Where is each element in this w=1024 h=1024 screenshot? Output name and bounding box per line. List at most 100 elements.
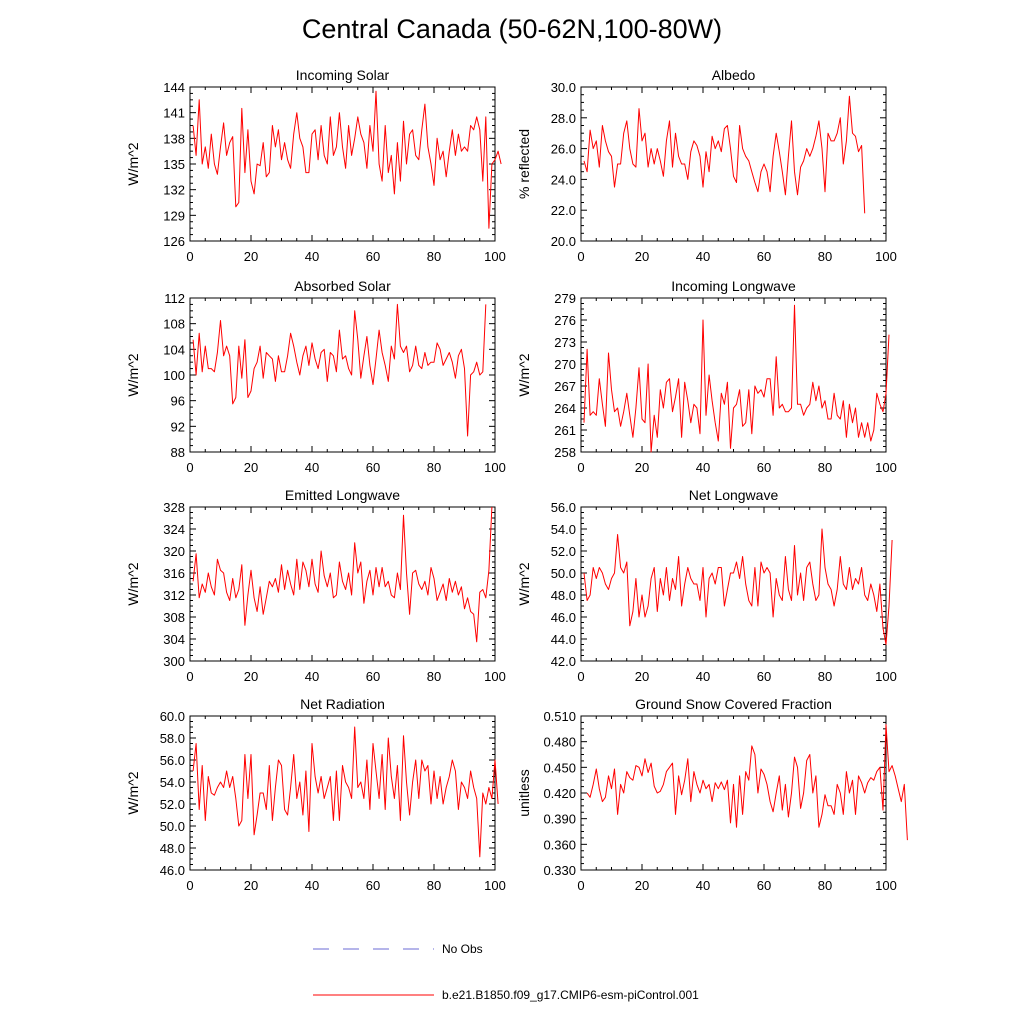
legend-label-obs: No Obs — [442, 942, 483, 956]
plot-frame — [580, 86, 887, 242]
x-tick-label: 20 — [635, 460, 649, 475]
y-tick-label: 316 — [163, 566, 185, 581]
y-tick-label: 0.390 — [543, 812, 576, 827]
y-tick-label: 0.360 — [543, 837, 576, 852]
panel-absorbed-solar: Absorbed Solar W/m^2 0 20 40 60 80 100 88 92 96 100… — [125, 278, 506, 475]
x-tick-label: 60 — [757, 878, 771, 893]
x-tick-label: 100 — [484, 669, 506, 684]
y-tick-label: 42.0 — [551, 654, 576, 669]
y-tick-label: 88 — [171, 445, 185, 460]
y-tick-label: 144 — [163, 80, 185, 95]
x-tick-label: 60 — [757, 669, 771, 684]
y-tick-label: 273 — [554, 335, 576, 350]
y-tick-label: 0.450 — [543, 760, 576, 775]
y-tick-label: 0.480 — [543, 735, 576, 750]
y-tick-label: 324 — [163, 522, 185, 537]
y-tick-label: 104 — [163, 342, 185, 357]
panel-title: Incoming Longwave — [671, 278, 796, 294]
plot-frame — [580, 297, 887, 453]
x-tick-label: 0 — [577, 669, 584, 684]
panel-title: Albedo — [712, 67, 756, 83]
x-tick-label: 0 — [577, 460, 584, 475]
x-tick-label: 80 — [427, 249, 441, 264]
figure-title: Central Canada (50-62N,100-80W) — [301, 14, 723, 44]
x-tick-label: 40 — [305, 249, 319, 264]
x-tick-label: 100 — [875, 878, 897, 893]
y-tick-label: 308 — [163, 610, 185, 625]
x-tick-label: 0 — [577, 249, 584, 264]
y-tick-label: 304 — [163, 632, 185, 647]
x-tick-label: 40 — [696, 669, 710, 684]
x-tick-label: 0 — [186, 249, 193, 264]
x-tick-label: 20 — [244, 460, 258, 475]
panel-title: Ground Snow Covered Fraction — [635, 696, 832, 712]
x-tick-label: 20 — [244, 669, 258, 684]
y-tick-label: 48.0 — [551, 588, 576, 603]
panel-albedo: Albedo % reflected 0 20 40 60 80 100 20.0 22.0 24.… — [516, 67, 897, 264]
y-tick-label: 138 — [163, 131, 185, 146]
series-line-incoming-solar — [192, 90, 502, 229]
panel-incoming-longwave: Incoming Longwave W/m^2 0 20 40 60 80 100 258 261… — [516, 278, 897, 475]
y-tick-label: 22.0 — [551, 203, 576, 218]
plot-frame — [580, 506, 887, 662]
plot-frame — [189, 297, 496, 453]
y-tick-label: 48.0 — [160, 841, 185, 856]
legend: No Obs b.e21.B1850.f09_g17.CMIP6-esm-piC… — [313, 942, 699, 1002]
y-tick-label: 24.0 — [551, 172, 576, 187]
y-tick-label: 108 — [163, 317, 185, 332]
y-tick-label: 100 — [163, 368, 185, 383]
panel-incoming-solar: Incoming Solar W/m^2 0 20 40 60 80 100 126 129 132… — [125, 67, 506, 264]
y-tick-label: 52.0 — [160, 797, 185, 812]
panel-title: Incoming Solar — [296, 67, 390, 83]
y-tick-label: 312 — [163, 588, 185, 603]
panel-group: Incoming Solar W/m^2 0 20 40 60 80 100 126 129 132… — [125, 67, 908, 893]
y-tick-label: 58.0 — [160, 731, 185, 746]
x-tick-label: 0 — [186, 460, 193, 475]
x-tick-label: 100 — [875, 669, 897, 684]
x-tick-label: 80 — [818, 460, 832, 475]
x-tick-label: 0 — [186, 669, 193, 684]
x-tick-label: 100 — [484, 878, 506, 893]
y-tick-label: 54.0 — [160, 775, 185, 790]
y-axis-label: % reflected — [516, 129, 532, 199]
y-tick-label: 56.0 — [160, 753, 185, 768]
plot-frame — [189, 86, 496, 242]
y-tick-label: 54.0 — [551, 522, 576, 537]
x-tick-label: 40 — [696, 460, 710, 475]
x-tick-label: 40 — [305, 878, 319, 893]
x-tick-label: 80 — [427, 878, 441, 893]
y-tick-label: 276 — [554, 313, 576, 328]
y-tick-label: 279 — [554, 291, 576, 306]
x-tick-label: 0 — [186, 878, 193, 893]
series-line-incoming-longwave — [583, 304, 890, 453]
series-line-net-longwave — [583, 528, 893, 645]
x-tick-label: 60 — [757, 249, 771, 264]
y-tick-label: 328 — [163, 500, 185, 515]
y-tick-label: 96 — [171, 394, 185, 409]
x-tick-label: 60 — [366, 249, 380, 264]
y-tick-label: 52.0 — [551, 544, 576, 559]
series-line-albedo — [583, 95, 866, 214]
plot-frame — [189, 715, 496, 871]
y-tick-label: 0.510 — [543, 709, 576, 724]
y-axis-label: unitless — [516, 769, 532, 816]
panel-title: Emitted Longwave — [285, 487, 400, 503]
y-tick-label: 141 — [163, 106, 185, 121]
x-tick-label: 80 — [818, 249, 832, 264]
plot-frame — [189, 506, 496, 662]
series-line-ground-snow-covered-fraction — [586, 724, 908, 841]
y-tick-label: 56.0 — [551, 500, 576, 515]
y-axis-label: W/m^2 — [516, 353, 532, 396]
y-axis-label: W/m^2 — [516, 562, 532, 605]
x-tick-label: 100 — [484, 460, 506, 475]
y-tick-label: 129 — [163, 208, 185, 223]
x-tick-label: 60 — [366, 669, 380, 684]
x-tick-label: 0 — [577, 878, 584, 893]
y-tick-label: 261 — [554, 423, 576, 438]
x-tick-label: 20 — [635, 669, 649, 684]
y-tick-label: 300 — [163, 654, 185, 669]
series-line-absorbed-solar — [192, 303, 487, 437]
panel-title: Net Longwave — [689, 487, 779, 503]
y-tick-label: 60.0 — [160, 709, 185, 724]
